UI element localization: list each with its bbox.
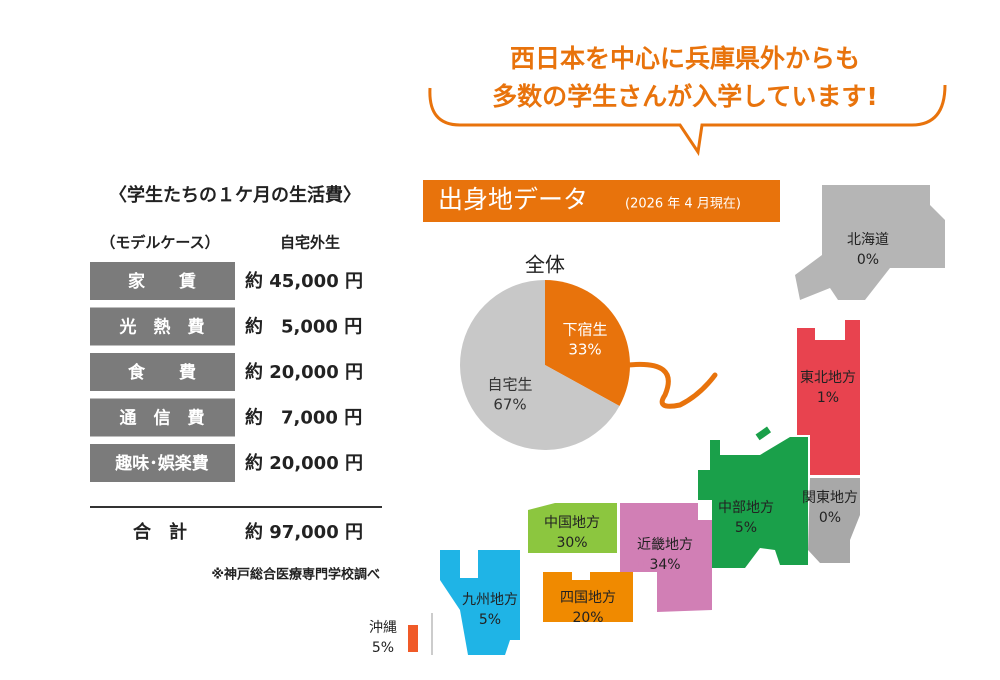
region-okinawa xyxy=(408,625,418,652)
banner xyxy=(423,180,780,222)
banner-date: (2026 年 4 月現在) xyxy=(625,197,741,212)
cost-subtitle: （モデルケース） xyxy=(100,234,219,252)
row-value: 約 20,000 円 xyxy=(245,452,363,474)
slice-name: 下宿生 xyxy=(562,321,607,339)
island xyxy=(755,426,772,441)
region-tohoku xyxy=(797,320,860,475)
row-label: 光 熱 費 xyxy=(119,317,205,338)
region-name: 沖縄 xyxy=(369,620,397,636)
region-value: 0% xyxy=(819,510,841,526)
row-box xyxy=(90,353,235,391)
headline: 多数の学生さんが入学しています! xyxy=(492,82,878,111)
region-name: 中国地方 xyxy=(544,515,600,531)
row-box xyxy=(90,262,235,300)
note: ※神戸総合医療専門学校調べ xyxy=(211,567,380,583)
row-value: 約 20,000 円 xyxy=(245,361,363,383)
region-name: 中部地方 xyxy=(718,500,774,516)
pie-slice xyxy=(460,280,620,451)
row-value: 約 7,000 円 xyxy=(245,407,362,429)
region-name: 東北地方 xyxy=(800,370,856,386)
headline: 西日本を中心に兵庫県外からも xyxy=(510,44,860,73)
region-value: 30% xyxy=(556,535,587,551)
region-name: 北海道 xyxy=(847,232,889,248)
total-label: 合 計 xyxy=(133,521,187,543)
row-label: 食 費 xyxy=(128,362,196,383)
row-box xyxy=(90,444,235,482)
slice-label: 67% xyxy=(493,396,526,414)
row-box xyxy=(90,398,235,437)
island xyxy=(638,559,644,569)
region-value: 1% xyxy=(817,390,839,406)
slice-name: 自宅生 xyxy=(487,376,532,394)
pie-title: 全体 xyxy=(525,253,565,277)
row-label: 家 賃 xyxy=(128,271,196,292)
region-chubu xyxy=(698,437,808,568)
region-hokkaido xyxy=(795,185,945,300)
region-value: 34% xyxy=(649,557,680,573)
region-value: 5% xyxy=(735,520,757,536)
region-name: 近畿地方 xyxy=(637,537,693,553)
region-value: 0% xyxy=(857,252,879,268)
row-label: 通 信 費 xyxy=(120,408,205,429)
region-kanto xyxy=(808,478,860,563)
cost-column: 自宅外生 xyxy=(280,234,340,252)
arrow xyxy=(625,361,718,409)
region-value: 5% xyxy=(479,612,501,628)
row-value: 約 5,000 円 xyxy=(245,316,362,338)
region-shikoku xyxy=(543,572,633,622)
map xyxy=(408,185,945,655)
region-value: 5% xyxy=(372,640,394,656)
pie-slice xyxy=(545,280,631,406)
region-kyushu xyxy=(440,550,520,655)
row-box xyxy=(90,307,235,346)
slice-label: 33% xyxy=(568,341,601,359)
region-kinki xyxy=(620,503,712,612)
row-value: 約 45,000 円 xyxy=(245,270,363,292)
row-label: 趣味･娯楽費 xyxy=(114,453,209,474)
banner-title: 出身地データ xyxy=(438,185,588,214)
region-name: 四国地方 xyxy=(560,590,616,606)
region-name: 九州地方 xyxy=(462,592,518,608)
region-name: 関東地方 xyxy=(802,490,858,506)
cost-title: 〈学生たちの１ケ月の生活費〉 xyxy=(109,184,361,206)
region-chugoku xyxy=(528,503,617,553)
region-value: 20% xyxy=(572,610,603,626)
total-value: 約 97,000 円 xyxy=(245,521,363,543)
speech-bubble xyxy=(428,84,947,157)
